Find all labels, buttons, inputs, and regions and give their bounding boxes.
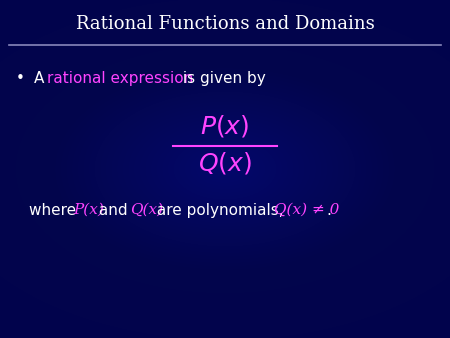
Text: is given by: is given by (178, 71, 266, 86)
Text: rational expression: rational expression (47, 71, 194, 86)
Text: and: and (94, 203, 133, 218)
Text: Rational Functions and Domains: Rational Functions and Domains (76, 15, 374, 33)
Text: are polynomials,: are polynomials, (152, 203, 284, 218)
Text: P(x): P(x) (73, 203, 104, 217)
Text: A: A (34, 71, 49, 86)
Text: $\mathit{P}(x)$: $\mathit{P}(x)$ (200, 113, 250, 139)
Text: Q(x) ≠ 0: Q(x) ≠ 0 (274, 203, 340, 217)
Text: $\mathit{Q}(x)$: $\mathit{Q}(x)$ (198, 150, 252, 176)
Text: Q(x): Q(x) (130, 203, 164, 217)
Text: .: . (326, 203, 331, 218)
Text: where: where (29, 203, 81, 218)
Text: •: • (16, 71, 25, 86)
